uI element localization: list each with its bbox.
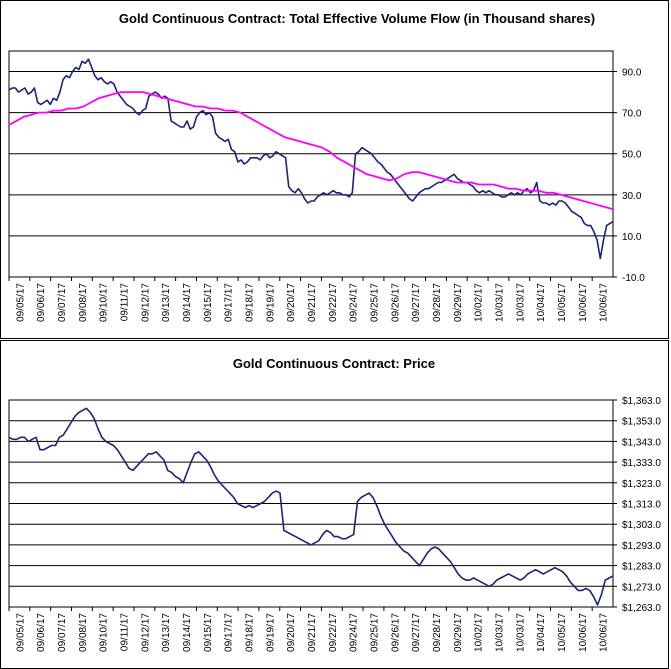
x-tick-label: 09/07/17 bbox=[57, 283, 68, 322]
y-tick-label: $1,273.0 bbox=[622, 582, 661, 593]
x-tick-label: 09/18/17 bbox=[245, 283, 256, 322]
x-tick-label: 09/08/17 bbox=[78, 613, 89, 652]
x-tick-label: 09/20/17 bbox=[286, 613, 297, 652]
x-tick-label: 10/02/17 bbox=[474, 613, 485, 652]
x-tick-label: 09/22/17 bbox=[328, 283, 339, 322]
x-tick-label: 09/26/17 bbox=[390, 283, 401, 322]
x-tick-label: 10/03/17 bbox=[494, 613, 505, 652]
y-tick-label: $1,363.0 bbox=[622, 396, 661, 407]
chart-title: Gold Continuous Contract: Total Effectiv… bbox=[119, 11, 595, 26]
volume-flow-chart-panel: Gold Continuous Contract: Total Effectiv… bbox=[0, 0, 669, 339]
x-tick-label: 09/05/17 bbox=[15, 283, 26, 322]
x-tick-label: 09/10/17 bbox=[99, 283, 110, 322]
x-tick-label: 09/24/17 bbox=[349, 613, 360, 652]
x-tick-label: 09/12/17 bbox=[140, 613, 151, 652]
x-tick-label: 09/17/17 bbox=[224, 283, 235, 322]
x-tick-label: 09/05/17 bbox=[15, 613, 26, 652]
y-tick-label: $1,263.0 bbox=[622, 603, 661, 614]
x-tick-label: 09/29/17 bbox=[453, 283, 464, 322]
x-tick-label: 10/03/17 bbox=[494, 283, 505, 322]
x-tick-label: 09/14/17 bbox=[182, 283, 193, 322]
y-tick-label: $1,323.0 bbox=[622, 479, 661, 490]
x-tick-label: 09/21/17 bbox=[307, 613, 318, 652]
price-chart: Gold Continuous Contract: Price $1,363.0… bbox=[8, 356, 661, 652]
x-tick-label: 09/25/17 bbox=[369, 613, 380, 652]
y-tick-label: 30.0 bbox=[622, 191, 642, 202]
x-tick-label: 09/13/17 bbox=[161, 613, 172, 652]
x-tick-label: 10/03/17 bbox=[515, 613, 526, 652]
price-chart-panel: Gold Continuous Contract: Price $1,363.0… bbox=[0, 340, 669, 669]
x-tick-label: 10/04/17 bbox=[536, 283, 547, 322]
x-tick-label: 10/06/17 bbox=[578, 613, 589, 652]
y-tick-label: $1,293.0 bbox=[622, 541, 661, 552]
x-tick-label: 09/17/17 bbox=[224, 613, 235, 652]
x-tick-label: 09/22/17 bbox=[328, 613, 339, 652]
x-tick-label: 09/15/17 bbox=[203, 283, 214, 322]
x-tick-label: 10/02/17 bbox=[474, 283, 485, 322]
x-tick-label: 10/06/17 bbox=[578, 283, 589, 322]
x-tick-label: 09/18/17 bbox=[245, 613, 256, 652]
y-tick-label: $1,283.0 bbox=[622, 562, 661, 573]
y-tick-label: $1,313.0 bbox=[622, 500, 661, 511]
x-tick-label: 10/03/17 bbox=[515, 283, 526, 322]
x-tick-label: 09/07/17 bbox=[57, 613, 68, 652]
x-tick-label: 09/11/17 bbox=[120, 613, 131, 652]
x-tick-label: 09/06/17 bbox=[36, 613, 47, 652]
y-tick-label: $1,343.0 bbox=[622, 437, 661, 448]
x-tick-label: 09/25/17 bbox=[369, 283, 380, 322]
y-tick-label: -10.0 bbox=[622, 273, 645, 284]
x-tick-label: 09/19/17 bbox=[265, 613, 276, 652]
x-tick-label: 10/06/17 bbox=[599, 283, 610, 322]
x-tick-label: 09/24/17 bbox=[349, 283, 360, 322]
x-tick-label: 09/28/17 bbox=[432, 613, 443, 652]
y-tick-label: 70.0 bbox=[622, 109, 642, 120]
x-tick-label: 09/26/17 bbox=[390, 613, 401, 652]
y-tick-label: $1,353.0 bbox=[622, 417, 661, 428]
moving-average-line bbox=[8, 91, 614, 211]
y-tick-label: $1,303.0 bbox=[622, 520, 661, 531]
x-tick-label: 09/21/17 bbox=[307, 283, 318, 322]
x-tick-label: 09/10/17 bbox=[99, 613, 110, 652]
x-tick-label: 09/12/17 bbox=[140, 283, 151, 322]
x-tick-label: 09/29/17 bbox=[453, 613, 464, 652]
y-tick-label: 90.0 bbox=[622, 68, 642, 79]
y-tick-label: $1,333.0 bbox=[622, 458, 661, 469]
x-tick-label: 09/13/17 bbox=[161, 283, 172, 322]
volume-flow-chart: Gold Continuous Contract: Total Effectiv… bbox=[8, 11, 645, 322]
x-tick-label: 09/11/17 bbox=[120, 283, 131, 322]
y-tick-label: 50.0 bbox=[622, 150, 642, 161]
volume-flow-line bbox=[8, 58, 614, 260]
x-tick-label: 09/27/17 bbox=[411, 613, 422, 652]
plot-area bbox=[8, 50, 614, 278]
x-tick-label: 09/28/17 bbox=[432, 283, 443, 322]
x-tick-label: 09/15/17 bbox=[203, 613, 214, 652]
x-tick-label: 10/06/17 bbox=[599, 613, 610, 652]
price-line bbox=[8, 407, 614, 606]
x-tick-label: 09/06/17 bbox=[36, 283, 47, 322]
x-tick-label: 09/27/17 bbox=[411, 283, 422, 322]
x-tick-label: 09/20/17 bbox=[286, 283, 297, 322]
x-tick-label: 10/05/17 bbox=[557, 283, 568, 322]
x-tick-label: 10/05/17 bbox=[557, 613, 568, 652]
chart-title: Gold Continuous Contract: Price bbox=[233, 356, 435, 371]
x-tick-label: 09/08/17 bbox=[78, 283, 89, 322]
x-tick-label: 09/19/17 bbox=[265, 283, 276, 322]
y-tick-label: 10.0 bbox=[622, 232, 642, 243]
x-tick-label: 10/04/17 bbox=[536, 613, 547, 652]
x-tick-label: 09/14/17 bbox=[182, 613, 193, 652]
